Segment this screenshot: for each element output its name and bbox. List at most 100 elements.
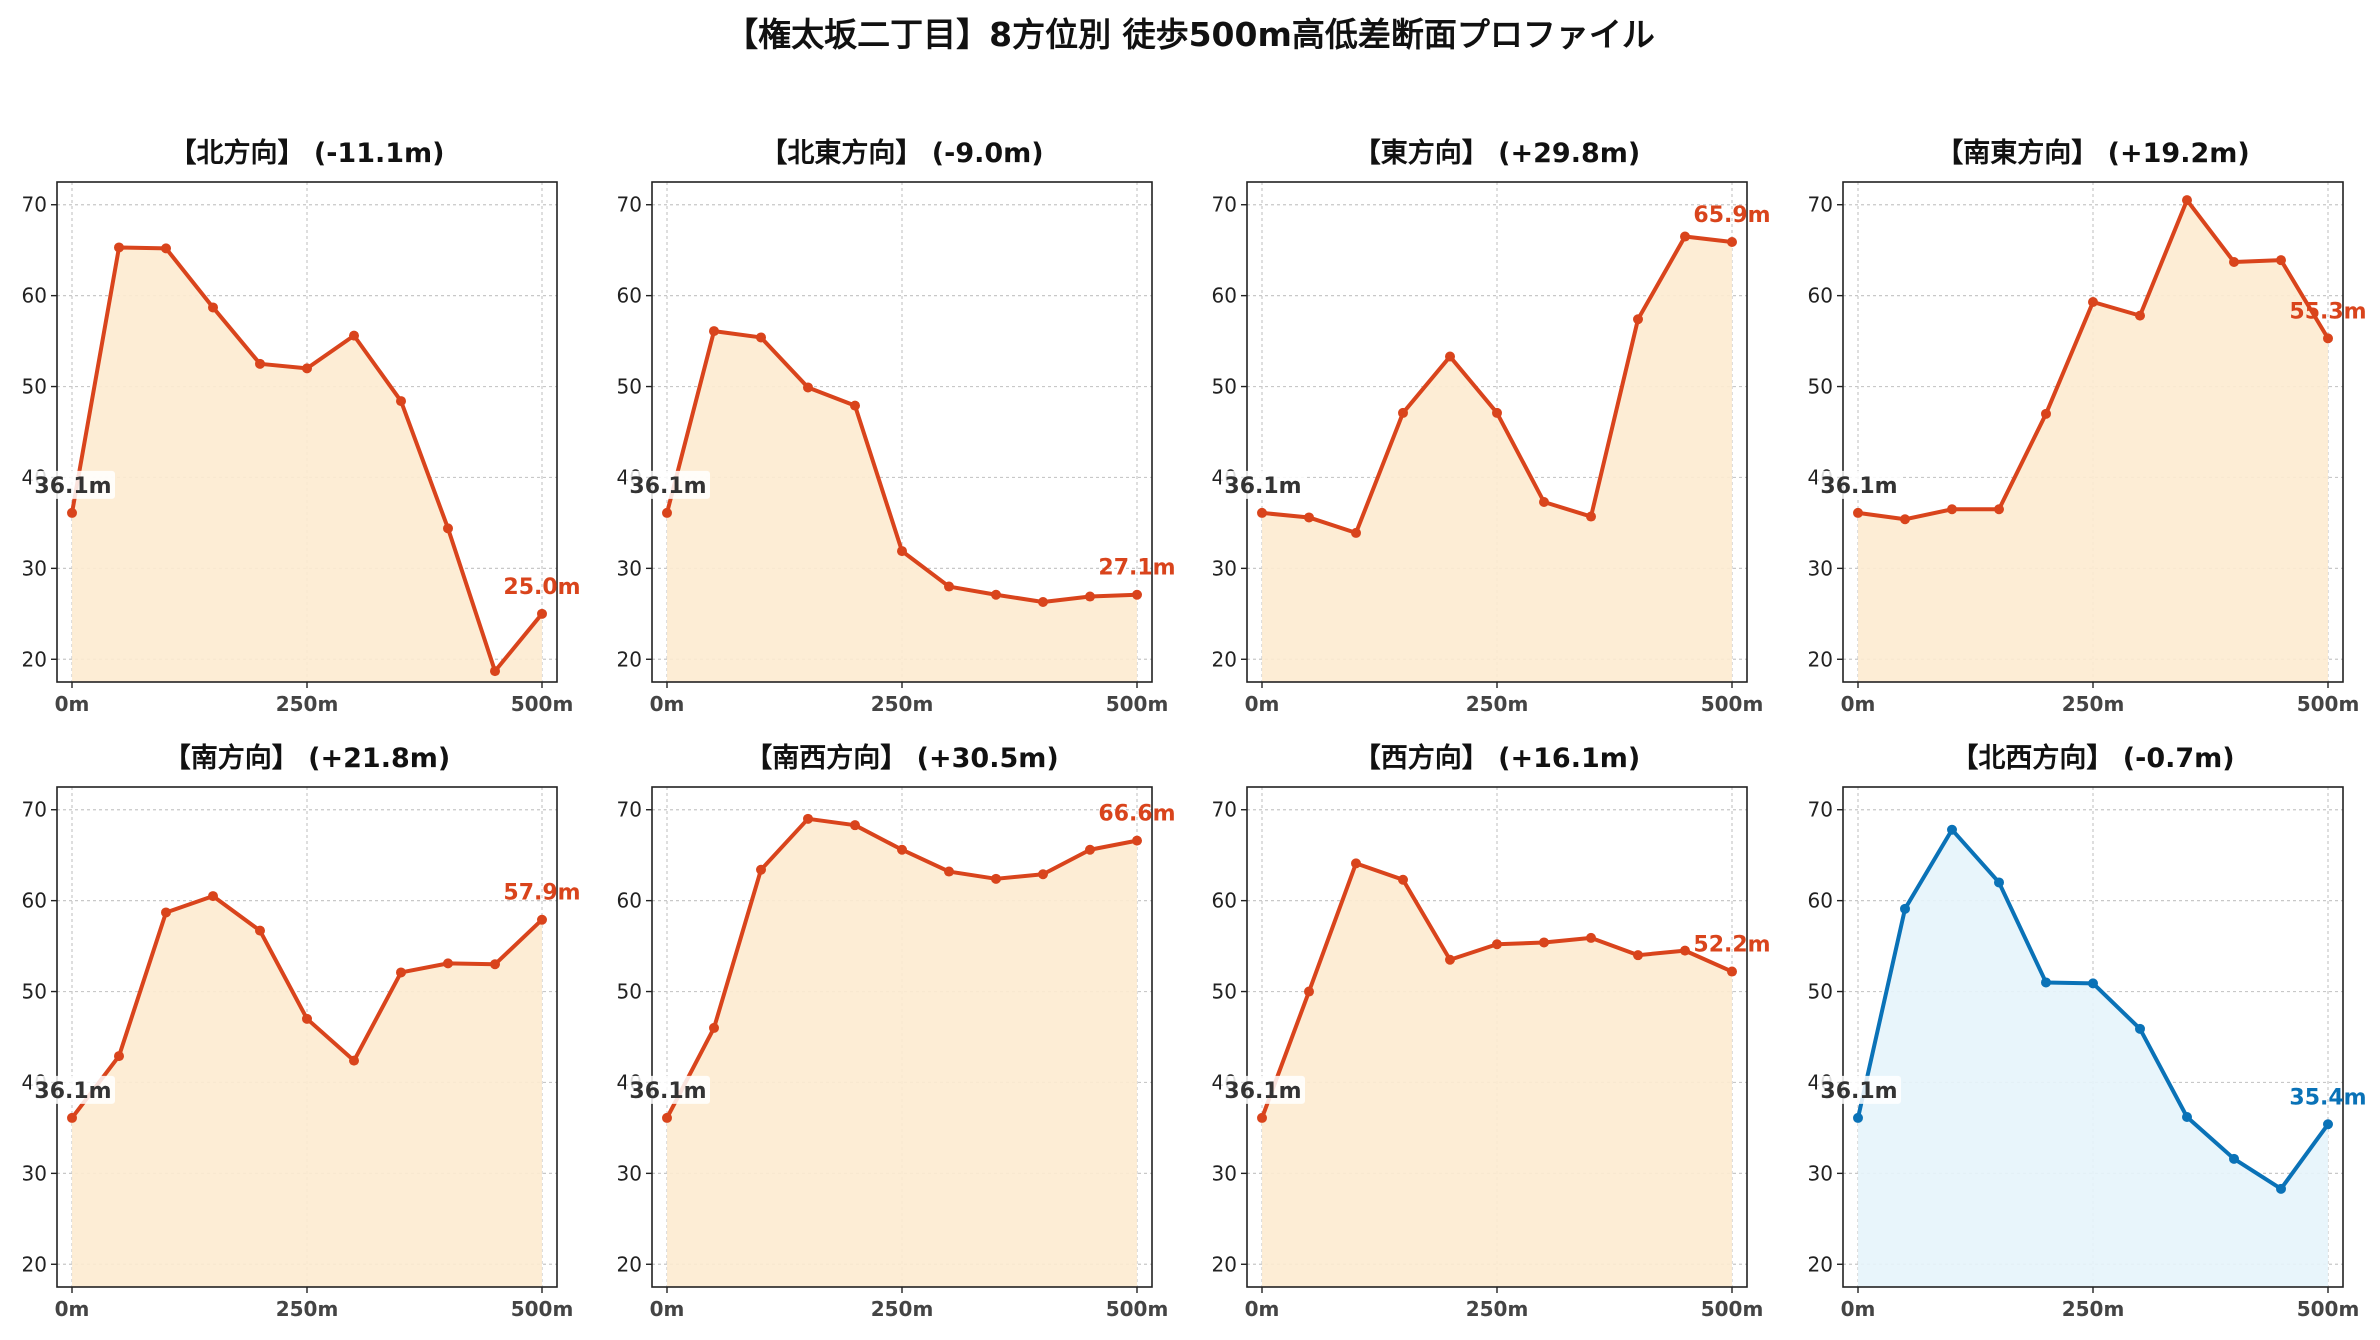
start-elevation-label: 36.1m <box>629 474 706 499</box>
y-tick-label: 60 <box>22 889 47 913</box>
y-tick-label: 50 <box>22 375 47 399</box>
data-point <box>67 507 77 518</box>
panel-title: 【南西方向】 (+30.5m) <box>745 742 1058 774</box>
start-label-box <box>31 470 115 499</box>
data-point <box>2229 1153 2239 1164</box>
y-tick-label: 30 <box>1808 556 1833 580</box>
data-point <box>2276 1183 2286 1194</box>
end-elevation-label: 55.3m <box>2289 299 2366 324</box>
start-label-box <box>626 470 710 499</box>
data-point <box>1900 903 1910 914</box>
y-tick-label: 50 <box>1212 375 1237 399</box>
start-elevation-label: 36.1m <box>1224 1079 1301 1104</box>
data-point <box>1085 844 1095 855</box>
x-tick-label: 0m <box>1841 1297 1876 1321</box>
y-tick-label: 70 <box>1212 193 1237 217</box>
data-point <box>662 1112 672 1123</box>
y-tick-label: 30 <box>617 1161 642 1185</box>
data-point <box>1853 1112 1863 1123</box>
end-elevation-label: 27.1m <box>1098 556 1175 581</box>
y-tick-label: 20 <box>617 647 642 671</box>
data-point <box>1351 527 1361 538</box>
data-point <box>1132 835 1142 846</box>
x-tick-label: 500m <box>2297 692 2360 716</box>
y-tick-label: 70 <box>1212 798 1237 822</box>
x-tick-label: 500m <box>511 692 574 716</box>
page-title: 【権太坂二丁目】8方位別 徒歩500m高低差断面プロファイル <box>725 15 1655 54</box>
chart-panel-2: 【北東方向】 (-9.0m)2030405060700m250m500m36.1… <box>617 137 1176 716</box>
x-tick-label: 500m <box>2297 1297 2360 1321</box>
chart-panel-3: 【東方向】 (+29.8m)2030405060700m250m500m36.1… <box>1212 137 1771 716</box>
start-elevation-label: 36.1m <box>1224 474 1301 499</box>
y-tick-label: 70 <box>1808 193 1833 217</box>
data-point <box>709 1022 719 1033</box>
data-point <box>1304 512 1314 523</box>
area-fill <box>1858 200 2328 682</box>
x-tick-label: 0m <box>55 692 90 716</box>
data-point <box>114 242 124 253</box>
data-point <box>1947 504 1957 515</box>
panel-title: 【南東方向】 (+19.2m) <box>1936 137 2249 169</box>
y-tick-label: 60 <box>617 284 642 308</box>
y-tick-label: 20 <box>22 647 47 671</box>
x-tick-label: 250m <box>1466 1297 1529 1321</box>
y-tick-label: 60 <box>1808 889 1833 913</box>
data-point <box>1351 858 1361 869</box>
start-label-box <box>1221 470 1305 499</box>
panel-title: 【北方向】 (-11.1m) <box>169 137 444 169</box>
data-point <box>1398 874 1408 885</box>
chart-panel-4: 【南東方向】 (+19.2m)2030405060700m250m500m36.… <box>1808 137 2367 716</box>
data-point <box>897 844 907 855</box>
y-tick-label: 50 <box>1212 980 1237 1004</box>
data-point <box>1445 351 1455 362</box>
end-elevation-label: 57.9m <box>503 881 580 906</box>
area-fill <box>667 818 1137 1287</box>
data-point <box>1492 939 1502 950</box>
data-point <box>255 925 265 936</box>
x-tick-label: 0m <box>650 692 685 716</box>
start-elevation-label: 36.1m <box>1820 1079 1897 1104</box>
y-tick-label: 20 <box>1212 1252 1237 1276</box>
data-point <box>2323 333 2333 344</box>
data-point <box>302 1013 312 1024</box>
data-point <box>1132 589 1142 600</box>
y-tick-label: 30 <box>617 556 642 580</box>
data-point <box>1947 824 1957 835</box>
x-tick-label: 500m <box>511 1297 574 1321</box>
data-point <box>67 1112 77 1123</box>
x-tick-label: 0m <box>1245 692 1280 716</box>
data-point <box>161 243 171 254</box>
data-point <box>1994 504 2004 515</box>
end-elevation-label: 25.0m <box>503 575 580 600</box>
y-tick-label: 30 <box>22 1161 47 1185</box>
x-tick-label: 250m <box>1466 692 1529 716</box>
data-point <box>2041 408 2051 419</box>
y-tick-label: 20 <box>1808 647 1833 671</box>
data-point <box>1445 954 1455 965</box>
panel-title: 【南方向】 (+21.8m) <box>164 742 450 774</box>
data-point <box>1539 497 1549 507</box>
data-point <box>803 382 813 393</box>
area-fill <box>72 247 542 683</box>
x-tick-label: 250m <box>871 692 934 716</box>
y-tick-label: 30 <box>1212 1161 1237 1185</box>
panel-title: 【北東方向】 (-9.0m) <box>760 137 1043 169</box>
y-tick-label: 30 <box>1808 1161 1833 1185</box>
start-elevation-label: 36.1m <box>34 474 111 499</box>
data-point <box>1257 507 1267 518</box>
data-point <box>443 958 453 969</box>
area-fill <box>1858 829 2328 1287</box>
x-tick-label: 0m <box>55 1297 90 1321</box>
y-tick-label: 50 <box>617 980 642 1004</box>
y-tick-label: 20 <box>1212 647 1237 671</box>
x-tick-label: 0m <box>650 1297 685 1321</box>
end-elevation-label: 65.9m <box>1693 203 1770 228</box>
chart-panel-7: 【西方向】 (+16.1m)2030405060700m250m500m36.1… <box>1212 742 1771 1321</box>
data-point <box>1038 597 1048 607</box>
data-point <box>1633 950 1643 961</box>
data-point <box>2229 257 2239 267</box>
data-point <box>850 820 860 831</box>
data-point <box>803 813 813 824</box>
end-elevation-label: 66.6m <box>1098 802 1175 827</box>
end-elevation-label: 52.2m <box>1693 933 1770 958</box>
